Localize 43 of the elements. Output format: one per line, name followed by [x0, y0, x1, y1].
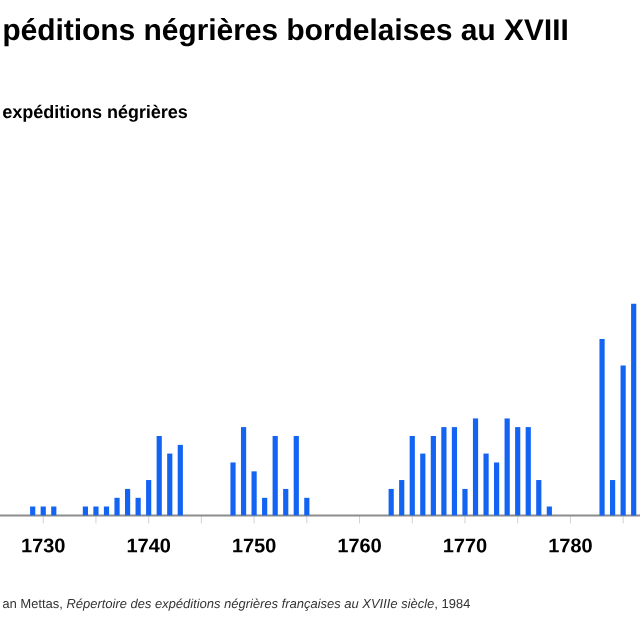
bar: [135, 497, 141, 516]
x-tick-label: 1730: [22, 538, 65, 553]
bar: [451, 427, 458, 516]
x-tick-label: 1740: [127, 538, 171, 553]
bar: [167, 453, 173, 516]
bar: [409, 435, 415, 516]
bar: [388, 488, 394, 516]
chart-subtitle: expéditions négrières: [3, 104, 188, 122]
bar: [293, 435, 299, 516]
chart-title: péditions négrières bordelaises au XVIII: [4, 18, 567, 47]
bar: [472, 418, 479, 516]
bar: [156, 435, 162, 516]
bar: [124, 488, 131, 516]
bar: [620, 365, 626, 516]
bar: [146, 480, 152, 516]
bar: [525, 427, 531, 516]
bar: [240, 427, 247, 516]
bar: [483, 453, 489, 516]
bar: [272, 435, 278, 516]
bar: [230, 462, 236, 516]
bar: [441, 427, 447, 516]
x-tick-label: 1780: [549, 538, 592, 553]
bar: [504, 418, 510, 516]
bar: [599, 339, 605, 516]
bar: [283, 488, 289, 516]
bar: [515, 427, 521, 516]
x-tick-label: 1750: [233, 538, 276, 553]
x-tick-label: 1770: [444, 538, 487, 553]
bar: [177, 444, 183, 516]
bar: [262, 497, 268, 516]
bar: [420, 453, 426, 516]
bar: [631, 303, 637, 516]
bar: [114, 497, 120, 516]
bar: [609, 480, 616, 516]
bar: [93, 506, 99, 516]
bar: [251, 471, 257, 516]
bar: [399, 480, 405, 516]
bar: [304, 497, 310, 516]
bar: [462, 488, 468, 516]
bar: [430, 435, 436, 516]
bar: [494, 462, 500, 516]
bar: [536, 480, 542, 516]
x-tick-label: 1760: [338, 538, 381, 553]
